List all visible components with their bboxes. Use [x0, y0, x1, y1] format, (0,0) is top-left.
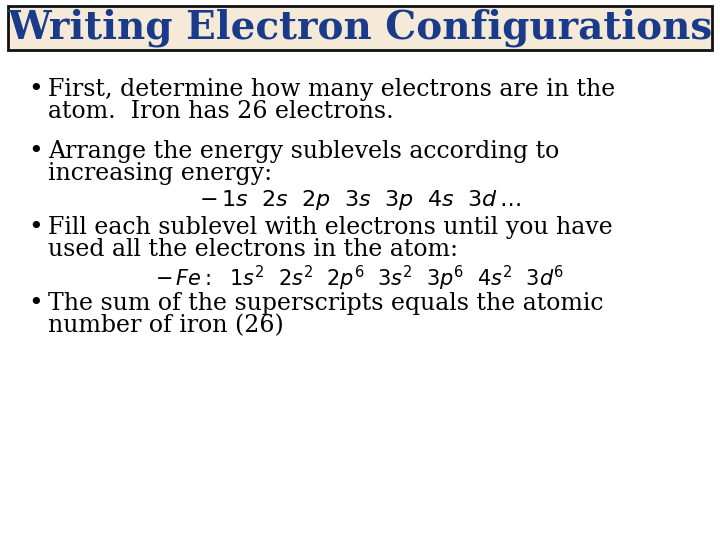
Text: The sum of the superscripts equals the atomic: The sum of the superscripts equals the a… [48, 292, 603, 315]
Text: number of iron (26): number of iron (26) [48, 314, 284, 337]
Text: •: • [28, 78, 42, 101]
Text: First, determine how many electrons are in the: First, determine how many electrons are … [48, 78, 616, 101]
Text: Fill each sublevel with electrons until you have: Fill each sublevel with electrons until … [48, 216, 613, 239]
Text: •: • [28, 292, 42, 315]
Text: $-\,1s\ \ 2s\ \ 2p\ \ 3s\ \ 3p\ \ 4s\ \ 3d\,\ldots$: $-\,1s\ \ 2s\ \ 2p\ \ 3s\ \ 3p\ \ 4s\ \ … [199, 188, 521, 212]
Text: •: • [28, 140, 42, 163]
Text: atom.  Iron has 26 electrons.: atom. Iron has 26 electrons. [48, 100, 394, 123]
Text: •: • [28, 216, 42, 239]
Text: $\mathit{-\,Fe{:}\ \ 1s^{2}\ \ 2s^{2}\ \ 2p^{6}\ \ 3s^{2}\ \ 3p^{6}\ \ 4s^{2}\ \: $\mathit{-\,Fe{:}\ \ 1s^{2}\ \ 2s^{2}\ \… [156, 264, 564, 293]
FancyBboxPatch shape [8, 6, 712, 50]
Text: Arrange the energy sublevels according to: Arrange the energy sublevels according t… [48, 140, 559, 163]
Text: used all the electrons in the atom:: used all the electrons in the atom: [48, 238, 458, 261]
Text: increasing energy:: increasing energy: [48, 162, 272, 185]
Text: Writing Electron Configurations: Writing Electron Configurations [7, 9, 713, 47]
